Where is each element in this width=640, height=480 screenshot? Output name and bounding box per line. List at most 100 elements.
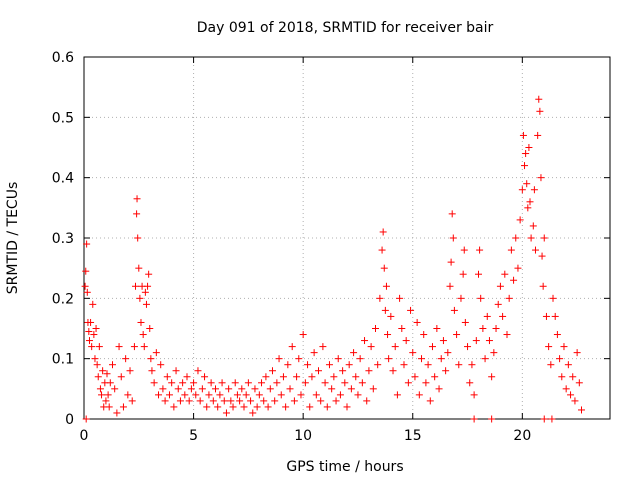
- data-point: [229, 403, 237, 411]
- data-point: [147, 355, 155, 363]
- data-point: [218, 379, 226, 387]
- data-point: [400, 361, 408, 369]
- data-point: [535, 95, 543, 103]
- data-point: [380, 264, 388, 272]
- x-tick-label: 5: [189, 428, 198, 444]
- data-point: [133, 195, 141, 203]
- data-point: [81, 282, 89, 290]
- data-point: [466, 379, 474, 387]
- data-point: [133, 210, 141, 218]
- data-point: [553, 331, 561, 339]
- data-point: [468, 361, 476, 369]
- data-point: [534, 131, 542, 139]
- data-point: [523, 180, 531, 188]
- data-point: [128, 397, 136, 405]
- data-point: [409, 349, 417, 357]
- data-point: [444, 349, 452, 357]
- data-point: [198, 385, 206, 393]
- data-point: [293, 373, 301, 381]
- data-point: [519, 131, 527, 139]
- data-point: [374, 361, 382, 369]
- data-point: [540, 415, 548, 423]
- data-point: [115, 343, 123, 351]
- data-point: [376, 294, 384, 302]
- data-point: [371, 325, 379, 332]
- data-point: [382, 282, 390, 290]
- data-point: [152, 349, 160, 357]
- data-point: [176, 397, 184, 405]
- y-tick-label: 0.4: [52, 171, 74, 187]
- data-point: [251, 385, 259, 393]
- data-point: [170, 403, 178, 411]
- data-point: [345, 361, 353, 369]
- data-point: [384, 331, 392, 339]
- data-point: [185, 397, 193, 405]
- data-point: [503, 331, 511, 339]
- data-series: [81, 95, 586, 423]
- data-point: [505, 294, 513, 302]
- data-point: [139, 331, 147, 339]
- data-point: [529, 222, 537, 230]
- data-point: [225, 385, 233, 393]
- data-point: [356, 355, 364, 363]
- data-point: [108, 361, 116, 369]
- data-point: [435, 385, 443, 393]
- data-point: [142, 300, 150, 308]
- data-point: [341, 379, 349, 387]
- data-point: [448, 210, 456, 218]
- data-point: [575, 379, 583, 387]
- data-point: [205, 391, 213, 399]
- data-point: [379, 228, 387, 236]
- data-point: [387, 312, 395, 320]
- data-point: [266, 385, 274, 393]
- data-point: [334, 355, 342, 363]
- data-point: [490, 349, 498, 357]
- data-point: [187, 385, 195, 393]
- data-point: [328, 385, 336, 393]
- data-point: [155, 391, 163, 399]
- data-point: [477, 294, 485, 302]
- data-point: [479, 325, 487, 332]
- data-point: [524, 204, 532, 212]
- data-point: [308, 373, 316, 381]
- data-point: [165, 391, 173, 399]
- data-point: [96, 385, 104, 393]
- data-point: [542, 312, 550, 320]
- data-point: [137, 318, 145, 326]
- x-tick-label: 15: [404, 428, 422, 444]
- data-point: [365, 367, 373, 375]
- data-point: [150, 379, 158, 387]
- data-point: [288, 343, 296, 351]
- data-point: [428, 343, 436, 351]
- data-point: [172, 367, 180, 375]
- data-point: [190, 379, 198, 387]
- data-point: [207, 379, 215, 387]
- data-point: [88, 343, 96, 351]
- data-point: [449, 234, 457, 242]
- data-point: [562, 385, 570, 393]
- data-point: [393, 391, 401, 399]
- data-point: [85, 337, 93, 345]
- data-point: [426, 397, 434, 405]
- data-point: [106, 379, 114, 387]
- data-point: [89, 300, 97, 308]
- data-point: [398, 325, 406, 332]
- data-point: [301, 379, 309, 387]
- data-point: [275, 355, 283, 363]
- data-point: [279, 373, 287, 381]
- data-point: [571, 397, 579, 405]
- data-point: [249, 409, 257, 417]
- data-point: [496, 282, 504, 290]
- data-point: [516, 216, 524, 224]
- data-point: [545, 343, 553, 351]
- x-tick-label: 0: [80, 428, 89, 444]
- data-point: [418, 355, 426, 363]
- data-point: [124, 391, 132, 399]
- data-point: [103, 370, 111, 378]
- data-point: [159, 385, 167, 393]
- data-point: [407, 306, 415, 314]
- data-point: [446, 282, 454, 290]
- data-point: [455, 361, 463, 369]
- data-point: [168, 379, 176, 387]
- data-point: [551, 312, 559, 320]
